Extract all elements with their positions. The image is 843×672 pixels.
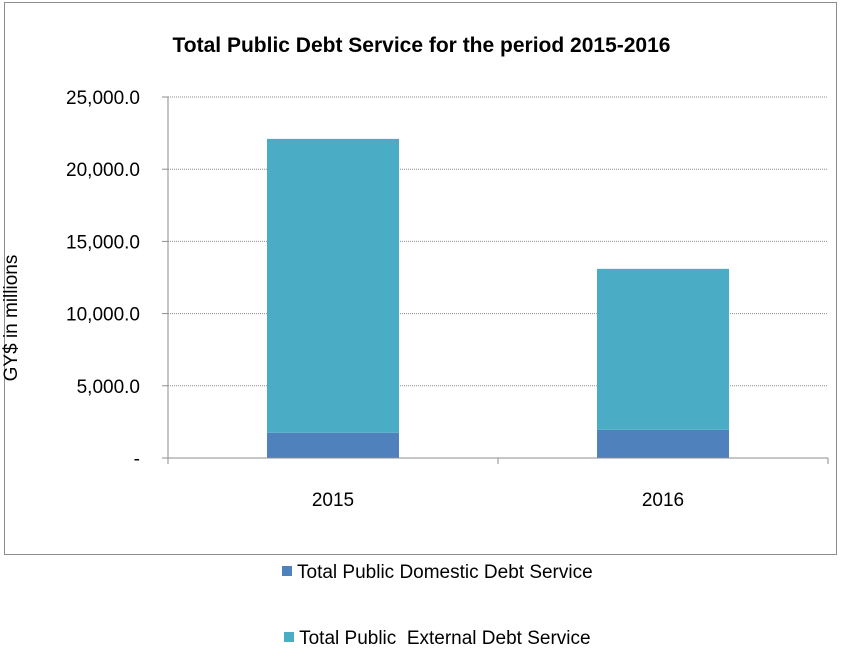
legend-label-external: Total Public External Debt Service xyxy=(299,628,591,649)
y-tick-label: 5,000.0 xyxy=(77,377,140,398)
y-tick-label: 25,000.0 xyxy=(66,88,140,109)
legend-item-external: Total Public External Debt Service xyxy=(263,606,591,672)
legend-swatch-domestic xyxy=(282,566,292,576)
bar-2015-series-1 xyxy=(267,138,399,433)
x-tick-label: 2015 xyxy=(312,490,354,511)
chart-title: Total Public Debt Service for the period… xyxy=(172,34,671,57)
bar-2016-series-0 xyxy=(597,429,729,458)
y-tick-label: 15,000.0 xyxy=(66,232,140,253)
legend: Total Public Domestic Debt Service Total… xyxy=(0,518,843,672)
legend-swatch-external xyxy=(284,632,295,642)
bar-2015-series-0 xyxy=(267,432,399,458)
legend-item-domestic: Total Public Domestic Debt Service xyxy=(261,540,593,606)
legend-label-domestic: Total Public Domestic Debt Service xyxy=(297,562,593,583)
bar-2016-series-1 xyxy=(597,268,729,430)
tick-labels: - 5,000.0 10,000.0 15,000.0 20,000.0 25,000.0… xyxy=(66,88,684,511)
chart-plot: - 5,000.0 10,000.0 15,000.0 20,000.0 25,000.0… xyxy=(66,88,829,511)
y-tick-label: - xyxy=(134,449,140,470)
y-tick-label: 10,000.0 xyxy=(66,305,140,326)
bars xyxy=(267,138,729,458)
axes xyxy=(162,96,829,464)
x-tick-label: 2016 xyxy=(642,490,684,511)
y-tick-label: 20,000.0 xyxy=(66,160,140,181)
